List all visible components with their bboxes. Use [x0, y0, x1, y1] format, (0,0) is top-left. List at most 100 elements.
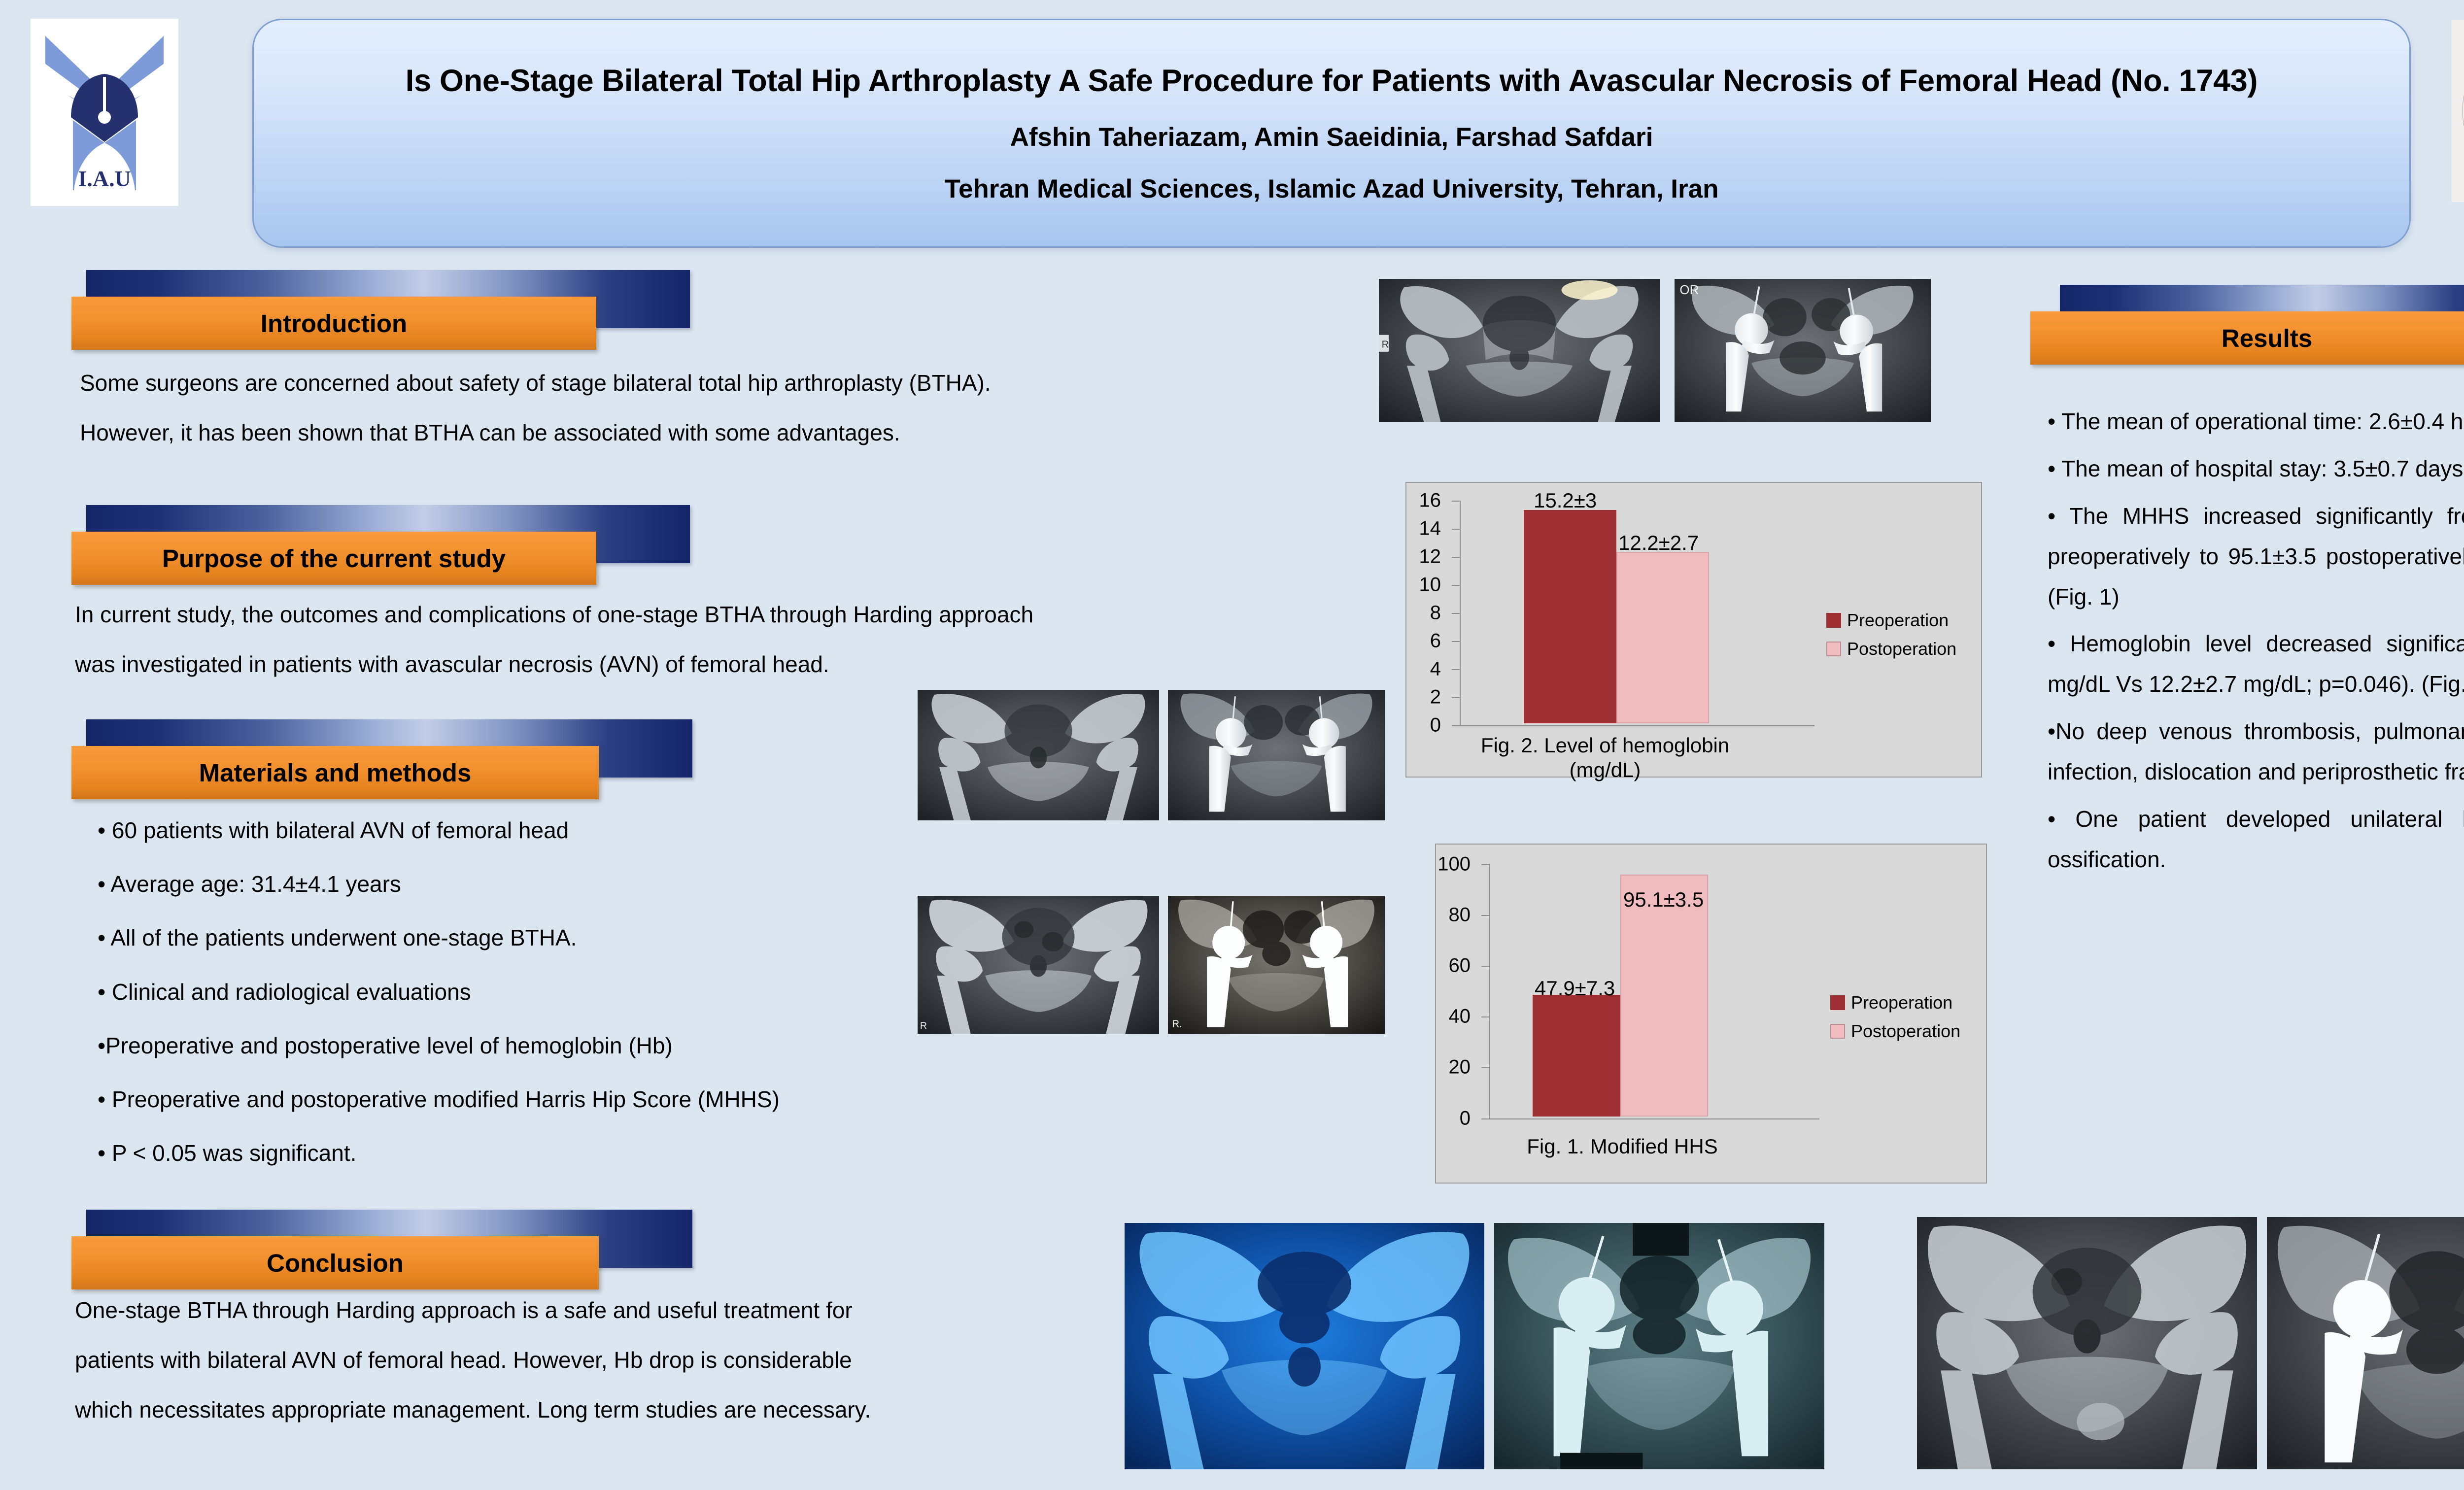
- chart-panel-fig2: 16 14 12 10 8 6 4 2 0: [1405, 482, 1982, 781]
- fig1-legend: Preoperation Postoperation: [1830, 992, 1960, 1050]
- fig2-caption-line2: (mg/dL): [1569, 758, 1641, 781]
- conclusion-paragraph-2: patients with bilateral AVN of femoral h…: [75, 1347, 852, 1373]
- fig1-axis-x-line: [1489, 1118, 1819, 1119]
- xray-mid2-postop: R.: [1168, 896, 1385, 1034]
- y-tick-label: 0: [1459, 1107, 1471, 1129]
- section-title-methods: Materials and methods: [199, 758, 472, 787]
- section-title-introduction: Introduction: [260, 309, 408, 338]
- xray-image: [1917, 1217, 2257, 1469]
- svg-text:R: R: [920, 1020, 927, 1031]
- header-orange-bar: Materials and methods: [71, 746, 599, 799]
- section-title-purpose: Purpose of the current study: [162, 544, 506, 573]
- section-header-conclusion: Conclusion: [71, 1210, 692, 1294]
- legend-item-preoperation: Preoperation: [1826, 610, 1956, 631]
- fig1-caption-line1: Fig. 1. Modified HHS: [1527, 1135, 1718, 1158]
- fig2-legend: Preoperation Postoperation: [1826, 610, 1956, 667]
- section-title-results: Results: [2221, 324, 2313, 352]
- y-tick-label: 40: [1448, 1005, 1471, 1027]
- list-item: • The MHHS increased significantly from …: [2048, 503, 2464, 610]
- section-header-introduction: Introduction: [71, 270, 690, 355]
- introduction-body: Some surgeons are concerned about safety…: [80, 364, 1287, 463]
- fig1-caption: Fig. 1. Modified HHS: [1347, 1134, 1897, 1159]
- y-tick-label: 10: [1419, 574, 1441, 596]
- list-item: • The mean of hospital stay: 3.5±0.7 day…: [2048, 455, 2464, 481]
- xray-bottom-teal-postop: [1494, 1223, 1824, 1469]
- svg-text:OR: OR: [1679, 283, 1699, 297]
- xray-image: [1168, 690, 1385, 820]
- affiliation: Tehran Medical Sciences, Islamic Azad Un…: [944, 174, 1719, 203]
- legend-item-preoperation: Preoperation: [1830, 992, 1960, 1013]
- sicot-emblem-logo: [2452, 20, 2464, 202]
- legend-swatch-postoperation: [1826, 642, 1841, 656]
- poster-header-banner: Is One-Stage Bilateral Total Hip Arthrop…: [252, 19, 2411, 248]
- list-item: • P < 0.05 was significant.: [98, 1140, 357, 1166]
- bar-value-label-postoperation: 12.2±2.7: [1618, 531, 1699, 554]
- conclusion-body: One-stage BTHA through Harding approach …: [75, 1291, 1120, 1440]
- xray-image: [918, 690, 1159, 820]
- bar-preoperation: [1524, 510, 1616, 723]
- list-item: • Hemoglobin level decreased significant…: [2048, 631, 2464, 697]
- list-item: • All of the patients underwent one-stag…: [98, 925, 577, 951]
- fig1-axis-y-line: [1489, 864, 1490, 1119]
- list-item: • The mean of operational time: 2.6±0.4 …: [2048, 408, 2464, 434]
- bar-value-label-preoperation: 47.9±7.3: [1535, 977, 1615, 1000]
- conclusion-paragraph-1: One-stage BTHA through Harding approach …: [75, 1297, 853, 1323]
- xray-mid1-preop: [918, 690, 1159, 820]
- purpose-paragraph-2: was investigated in patients with avascu…: [75, 651, 829, 677]
- purpose-paragraph-1: In current study, the outcomes and compl…: [75, 602, 1034, 627]
- results-bullet-list: • The mean of operational time: 2.6±0.4 …: [2048, 402, 2464, 887]
- list-item: •Preoperative and postoperative level of…: [98, 1032, 673, 1058]
- legend-label-preoperation: Preoperation: [1851, 992, 1953, 1013]
- sicot-logo-graphic: [2452, 20, 2464, 202]
- fig2-y-axis: 16 14 12 10 8 6 4 2 0: [1406, 483, 1449, 777]
- page-title: Is One-Stage Bilateral Total Hip Arthrop…: [405, 63, 2258, 98]
- y-tick-label: 16: [1419, 489, 1441, 511]
- header-orange-bar: Purpose of the current study: [71, 532, 596, 585]
- y-tick-label: 12: [1419, 545, 1441, 568]
- xray-image: R: [918, 896, 1159, 1034]
- y-tick-label: 14: [1419, 517, 1441, 540]
- legend-swatch-preoperation: [1826, 613, 1841, 628]
- xray-image: [2267, 1217, 2464, 1469]
- introduction-paragraph-1: Some surgeons are concerned about safety…: [80, 370, 991, 396]
- islamic-azad-university-logo: I.A.U: [31, 19, 178, 206]
- section-header-methods: Materials and methods: [71, 719, 692, 804]
- y-tick-label: 2: [1430, 686, 1441, 708]
- xray-bottom-blue-preop: [1125, 1223, 1484, 1469]
- fig1-y-axis: 100 80 60 40 20 0: [1436, 845, 1478, 1183]
- y-tick-label: 80: [1448, 904, 1471, 926]
- list-item: •No deep venous thrombosis, pulmonary em…: [2048, 718, 2464, 784]
- header-orange-bar: Introduction: [71, 297, 596, 350]
- list-item: • Average age: 31.4±4.1 years: [98, 871, 401, 897]
- list-item: • 60 patients with bilateral AVN of femo…: [98, 817, 569, 843]
- fig2-axis-y-line: [1460, 501, 1461, 726]
- list-item: • One patient developed unilateral heter…: [2048, 806, 2464, 872]
- xray-image: R.: [1168, 896, 1385, 1034]
- fig2-caption: Fig. 2. Level of hemoglobin (mg/dL): [1318, 733, 1892, 782]
- legend-label-postoperation: Postoperation: [1851, 1021, 1961, 1041]
- bar-preoperation: [1533, 995, 1620, 1117]
- introduction-paragraph-2: However, it has been shown that BTHA can…: [80, 420, 900, 446]
- bar-postoperation: [1616, 552, 1709, 723]
- y-tick-label: 100: [1437, 853, 1471, 875]
- bar-value-label-preoperation: 15.2±3: [1534, 489, 1597, 512]
- list-item: • Clinical and radiological evaluations: [98, 979, 471, 1005]
- xray-bottom-right-postop: [2267, 1217, 2464, 1469]
- xray-mid1-postop: [1168, 690, 1385, 820]
- list-item: • Preoperative and postoperative modifie…: [98, 1086, 780, 1112]
- conclusion-paragraph-3: which necessitates appropriate managemen…: [75, 1397, 871, 1423]
- legend-label-postoperation: Postoperation: [1847, 639, 1957, 659]
- section-header-purpose: Purpose of the current study: [71, 505, 690, 590]
- purpose-body: In current study, the outcomes and compl…: [75, 595, 1317, 695]
- xray-image: R: [1379, 279, 1660, 422]
- xray-top-preop: R: [1379, 279, 1660, 422]
- xray-bottom-right-preop: [1917, 1217, 2257, 1469]
- iau-logo-graphic: I.A.U: [31, 19, 178, 206]
- iau-logo-label: I.A.U: [78, 166, 131, 191]
- y-tick-label: 0: [1430, 714, 1441, 736]
- xray-image: OR: [1675, 279, 1931, 422]
- header-orange-bar: Results: [2030, 311, 2464, 365]
- header-orange-bar: Conclusion: [71, 1236, 599, 1289]
- xray-mid2-preop: R: [918, 896, 1159, 1034]
